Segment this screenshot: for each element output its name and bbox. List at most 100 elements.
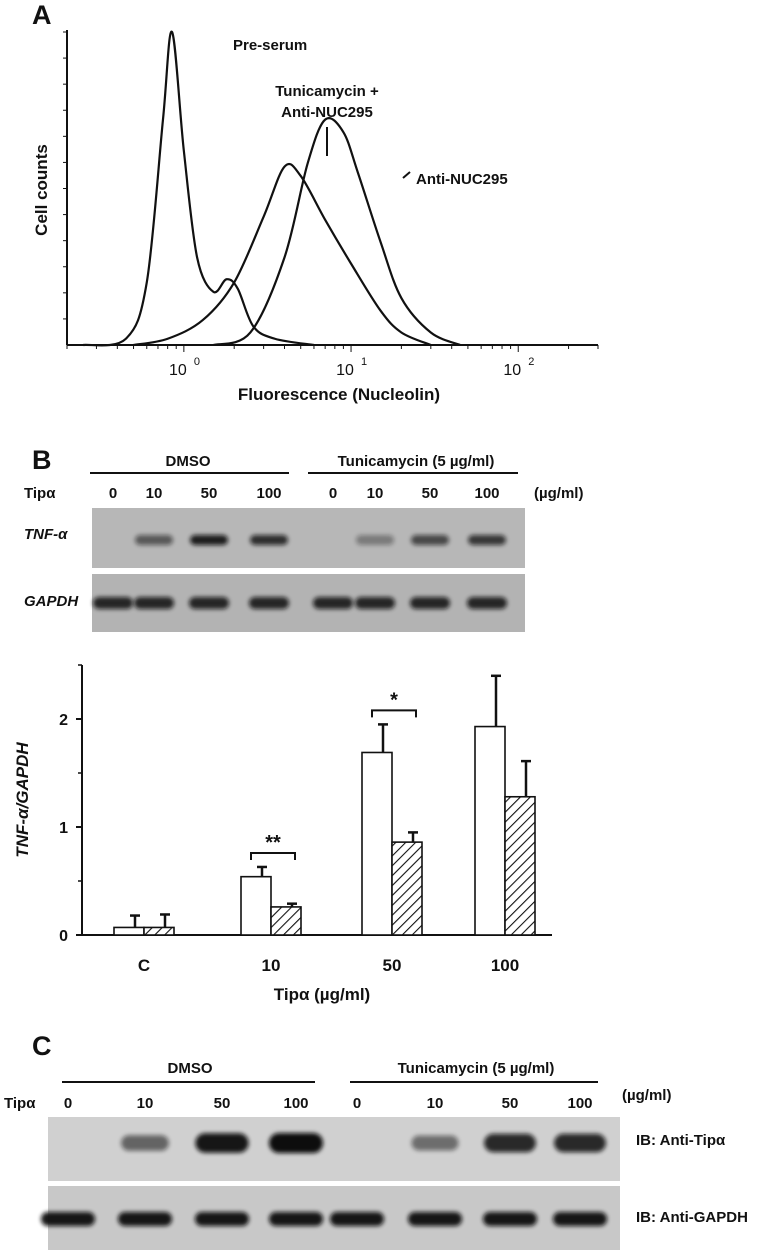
- x-tick-label: 100: [491, 956, 519, 975]
- tip-band: [269, 1133, 323, 1153]
- tnf-band: [135, 535, 173, 545]
- lane-label: 0: [109, 485, 117, 502]
- bar-chart-x-label: Tipα (µg/ml): [274, 985, 370, 1004]
- y-tick-label: 1: [59, 820, 68, 837]
- x-tick-label: C: [138, 956, 150, 975]
- panel-c-letter: C: [32, 1031, 52, 1061]
- bar-50-series-1: [361, 751, 393, 936]
- gel-b-group-tunicamycin: Tunicamycin (5 µg/ml): [338, 453, 495, 470]
- gel-c-blot2-label: IB: Anti-GAPDH: [636, 1209, 748, 1226]
- lane-label: 100: [474, 485, 499, 502]
- gel-b-tnf-bands: [135, 535, 506, 545]
- gapdh-band: [93, 597, 133, 609]
- panel-b-bar-chart: 012 C 10 50 100 ***: [59, 664, 552, 975]
- significance-label: **: [265, 832, 281, 854]
- gel-c-group-dmso: DMSO: [168, 1060, 213, 1077]
- panel-b-letter: B: [32, 445, 52, 475]
- lane-label: 10: [427, 1095, 444, 1112]
- gel-b-gapdh-bands: [93, 597, 507, 609]
- lane-label: 50: [214, 1095, 231, 1112]
- gel-c-group-tunicamycin: Tunicamycin (5 µg/ml): [398, 1060, 555, 1077]
- bar-chart-marks: [113, 674, 536, 936]
- tip-band: [121, 1135, 169, 1151]
- tunicamycin-label-line1: Tunicamycin +: [275, 83, 379, 100]
- lane-label: 10: [367, 485, 384, 502]
- x-tick-label: 10: [336, 362, 354, 379]
- tnf-band: [356, 535, 394, 545]
- lane-label: 50: [422, 485, 439, 502]
- x-tick-exponent: 2: [528, 356, 534, 368]
- gel-c-unit: (µg/ml): [622, 1087, 671, 1104]
- lane-label: 100: [283, 1095, 308, 1112]
- panel-a-histogram: 10 0 10 1 10 2: [63, 30, 599, 379]
- bar-100-series-1: [474, 725, 506, 936]
- bar-10-series-1: [240, 875, 272, 936]
- bar-10-series-2: [270, 906, 302, 936]
- gapdh-band: [41, 1212, 95, 1226]
- y-tick-label: 2: [59, 712, 68, 729]
- histogram-series-3: [212, 117, 461, 347]
- panel-a-letter: A: [32, 0, 52, 30]
- gel-b-unit: (µg/ml): [534, 485, 583, 502]
- lane-label: 10: [137, 1095, 154, 1112]
- gel-b-group-dmso: DMSO: [166, 453, 211, 470]
- x-tick-exponent: 1: [361, 356, 367, 368]
- tnf-band: [250, 535, 288, 545]
- bar-chart-x-ticks: C 10 50 100: [138, 956, 519, 975]
- y-tick-label: 0: [59, 928, 68, 945]
- gapdh-band: [330, 1212, 384, 1226]
- bar-chart-significance: ***: [250, 689, 417, 860]
- gel-b-lane-labels: 0 10 50 100 0 10 50 100: [109, 485, 500, 502]
- lane-label: 50: [502, 1095, 519, 1112]
- gel-b-gene2-label: GAPDH: [24, 593, 79, 610]
- bar-C-series-2: [143, 926, 175, 936]
- gapdh-band: [269, 1212, 323, 1226]
- lane-label: 0: [329, 485, 337, 502]
- gapdh-band: [189, 597, 229, 609]
- gapdh-band: [134, 597, 174, 609]
- lane-label: 50: [201, 485, 218, 502]
- gapdh-band: [410, 597, 450, 609]
- lane-label: 100: [256, 485, 281, 502]
- panel-a-x-ticks: 10 0 10 1 10 2: [66, 345, 599, 379]
- gapdh-band: [553, 1212, 607, 1226]
- tnf-band: [411, 535, 449, 545]
- gapdh-band: [483, 1212, 537, 1226]
- significance-bracket: [371, 709, 417, 718]
- histogram-series-2: [133, 162, 432, 347]
- x-tick-exponent: 0: [194, 356, 200, 368]
- gapdh-band: [313, 597, 353, 609]
- significance-label: *: [390, 689, 398, 711]
- tunicamycin-label-line2: Anti-NUC295: [281, 104, 373, 121]
- gapdh-band: [467, 597, 507, 609]
- gel-b-gene1-label: TNF-α: [24, 526, 68, 543]
- gapdh-band: [195, 1212, 249, 1226]
- tnf-band: [468, 535, 506, 545]
- bar-chart-y-label: TNF-α/GAPDH: [13, 742, 32, 858]
- gel-c-lane-labels: 0 10 50 100 0 10 50 100: [64, 1095, 593, 1112]
- gapdh-band: [118, 1212, 172, 1226]
- gel-c-gapdh-bands: [41, 1212, 607, 1226]
- anti-nuc-label: Anti-NUC295: [416, 171, 508, 188]
- gel-c-row-label: Tipα: [4, 1095, 36, 1112]
- x-tick-label: 50: [383, 956, 402, 975]
- gapdh-band: [249, 597, 289, 609]
- panel-a-y-ticks: [63, 31, 67, 320]
- lane-label: 0: [64, 1095, 72, 1112]
- gel-c-tip-bands: [121, 1133, 606, 1153]
- tip-band: [554, 1133, 606, 1153]
- lane-label: 0: [353, 1095, 361, 1112]
- pre-serum-label: Pre-serum: [233, 37, 307, 54]
- bar-100-series-2: [504, 795, 536, 936]
- lane-label: 10: [146, 485, 163, 502]
- panel-a-x-label: Fluorescence (Nucleolin): [238, 385, 440, 404]
- gapdh-band: [408, 1212, 462, 1226]
- gapdh-band: [355, 597, 395, 609]
- tip-band: [195, 1133, 249, 1153]
- bar-chart-y-ticks: 0 1 2: [59, 664, 82, 945]
- tip-band: [411, 1135, 459, 1151]
- gel-c-blot1-label: IB: Anti-Tipα: [636, 1132, 726, 1149]
- histogram-series-1: [83, 30, 315, 347]
- bar-50-series-2: [391, 841, 423, 936]
- bar-C-series-1: [113, 926, 145, 936]
